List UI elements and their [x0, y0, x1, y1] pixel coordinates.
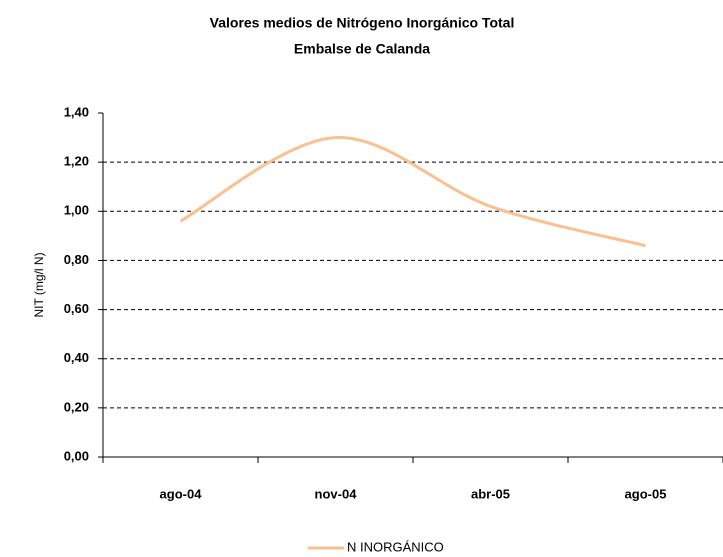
y-tick-label: 0,00 — [64, 448, 89, 463]
x-tick-label: ago-05 — [625, 486, 667, 501]
y-tick-label: 1,20 — [64, 154, 89, 169]
y-tick-label: 1,40 — [64, 104, 89, 119]
legend-label: N INORGÁNICO — [347, 539, 444, 554]
x-tick-label: abr-05 — [471, 486, 510, 501]
x-tick-label: nov-04 — [315, 486, 358, 501]
y-tick-label: 0,80 — [64, 252, 89, 267]
data-line — [179, 136, 646, 248]
y-tick-label: 1,00 — [64, 203, 89, 218]
x-tick-label: ago-04 — [160, 486, 203, 501]
y-tick-label: 0,20 — [64, 399, 89, 414]
chart-subtitle: Embalse de Calanda — [294, 41, 430, 57]
chart-title: Valores medios de Nitrógeno Inorgánico T… — [210, 15, 515, 31]
y-tick-label: 0,40 — [64, 350, 89, 365]
y-tick-label: 0,60 — [64, 301, 89, 316]
y-axis-label: NIT (mg/l N) — [32, 252, 46, 317]
